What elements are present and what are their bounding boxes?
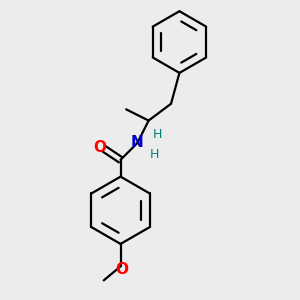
Text: O: O [93,140,106,155]
Text: N: N [131,136,144,151]
Text: O: O [115,262,128,277]
Text: H: H [149,148,159,161]
Text: H: H [152,128,162,141]
